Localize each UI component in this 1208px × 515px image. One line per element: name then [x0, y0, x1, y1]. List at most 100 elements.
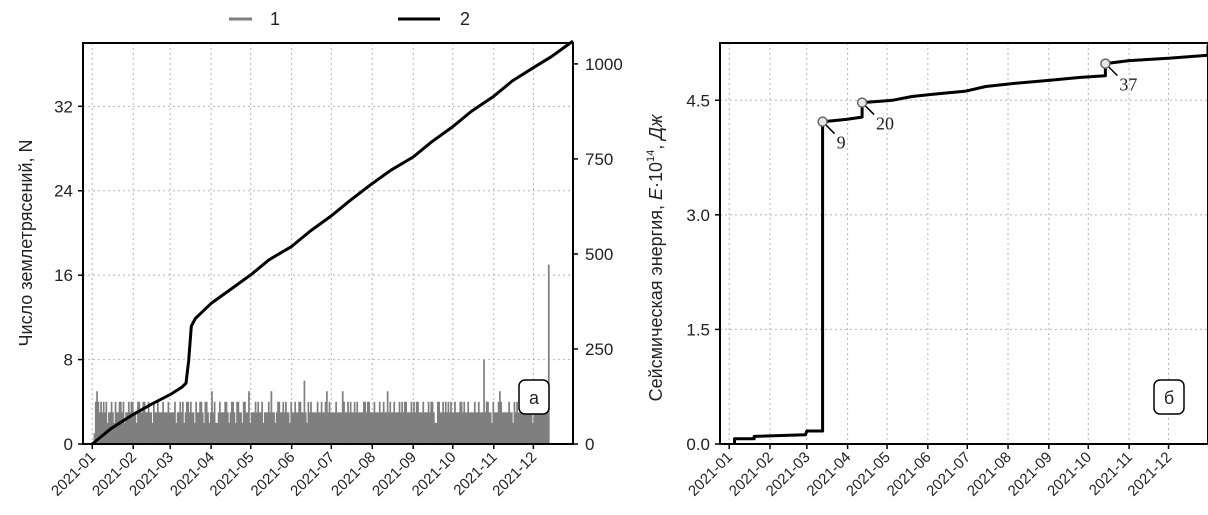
bar — [117, 412, 120, 444]
bar — [203, 422, 205, 444]
bar — [529, 412, 532, 444]
x-tick-label: 2021-01 — [685, 449, 736, 500]
bar — [492, 401, 495, 444]
legend-label-2: 2 — [460, 9, 470, 29]
y-tick-label: 1.5 — [686, 320, 710, 339]
y-left-tick-label: 0 — [64, 435, 73, 454]
bar — [450, 401, 452, 444]
bar — [312, 412, 315, 444]
bar — [110, 401, 113, 444]
bar — [472, 412, 475, 444]
bar — [487, 401, 489, 444]
y-left-tick-label: 8 — [64, 351, 73, 370]
bar — [385, 412, 388, 444]
bar — [168, 412, 171, 444]
bar — [93, 433, 96, 444]
bar — [156, 401, 159, 444]
bar — [191, 412, 194, 444]
bar — [374, 412, 377, 444]
bar — [209, 412, 212, 444]
bar — [238, 412, 241, 444]
x-tick-label: 2021-05 — [843, 449, 894, 500]
bar — [213, 401, 216, 444]
chart-b-frame — [719, 42, 1208, 445]
chart-a-panel-label-box — [518, 379, 550, 415]
bar — [513, 401, 516, 444]
bar — [467, 401, 470, 444]
bar — [253, 412, 256, 444]
bar — [418, 412, 421, 444]
bar — [475, 412, 477, 444]
bar — [479, 412, 481, 444]
bar — [501, 412, 504, 444]
annotation-marker — [1100, 58, 1111, 69]
bar — [359, 412, 361, 444]
bar — [427, 401, 430, 444]
bar — [405, 401, 407, 444]
bar — [266, 412, 269, 444]
bar — [137, 401, 139, 444]
bar — [127, 401, 130, 444]
bar — [406, 412, 409, 444]
bar — [316, 401, 319, 444]
chart-a-panel-label: а — [529, 388, 540, 408]
bar — [514, 412, 517, 444]
bar — [267, 401, 270, 444]
bar — [150, 412, 153, 444]
bar — [275, 412, 278, 444]
bar — [172, 412, 175, 444]
bar — [489, 412, 492, 444]
bar — [188, 412, 191, 444]
bar — [233, 412, 236, 444]
bar — [300, 412, 303, 444]
bar — [524, 412, 526, 444]
bar — [223, 412, 225, 444]
y-left-tick-label: 24 — [54, 182, 73, 201]
x-tick-label: 2021-08 — [964, 449, 1015, 500]
bar — [413, 401, 415, 444]
bar — [363, 401, 365, 444]
bar — [522, 401, 525, 444]
bar — [249, 422, 252, 444]
bar — [294, 401, 297, 444]
bar — [289, 422, 291, 444]
bar — [131, 401, 134, 444]
bar — [323, 412, 326, 444]
bar — [345, 412, 348, 444]
bar — [307, 401, 310, 444]
bar — [244, 401, 246, 444]
bar — [212, 412, 215, 444]
bar — [537, 412, 540, 444]
bar — [281, 412, 283, 444]
bar — [373, 401, 376, 444]
bar — [151, 422, 154, 444]
bar — [114, 401, 117, 444]
bar — [471, 412, 474, 444]
bar — [357, 412, 360, 444]
y-left-tick-label: 16 — [54, 266, 73, 285]
bar — [304, 412, 307, 444]
bar — [508, 401, 511, 444]
bar — [365, 412, 368, 444]
bar — [265, 412, 267, 444]
bar — [331, 412, 334, 444]
bar — [171, 412, 174, 444]
bar — [193, 422, 196, 444]
bar — [291, 412, 294, 444]
bar — [96, 391, 98, 444]
annotation-marker — [817, 116, 828, 127]
bar — [468, 412, 471, 444]
chart-b-annotations: 9 20 37 — [817, 58, 1137, 153]
bar — [366, 401, 369, 444]
bar — [108, 412, 110, 444]
bar — [262, 422, 265, 444]
bar — [311, 412, 314, 444]
x-tick-label: 2021-08 — [328, 449, 379, 500]
bar — [546, 412, 549, 444]
bar — [339, 412, 341, 444]
bar — [480, 412, 483, 444]
bar — [287, 412, 290, 444]
bar — [197, 412, 200, 444]
bar — [246, 412, 249, 444]
bar — [442, 401, 444, 444]
